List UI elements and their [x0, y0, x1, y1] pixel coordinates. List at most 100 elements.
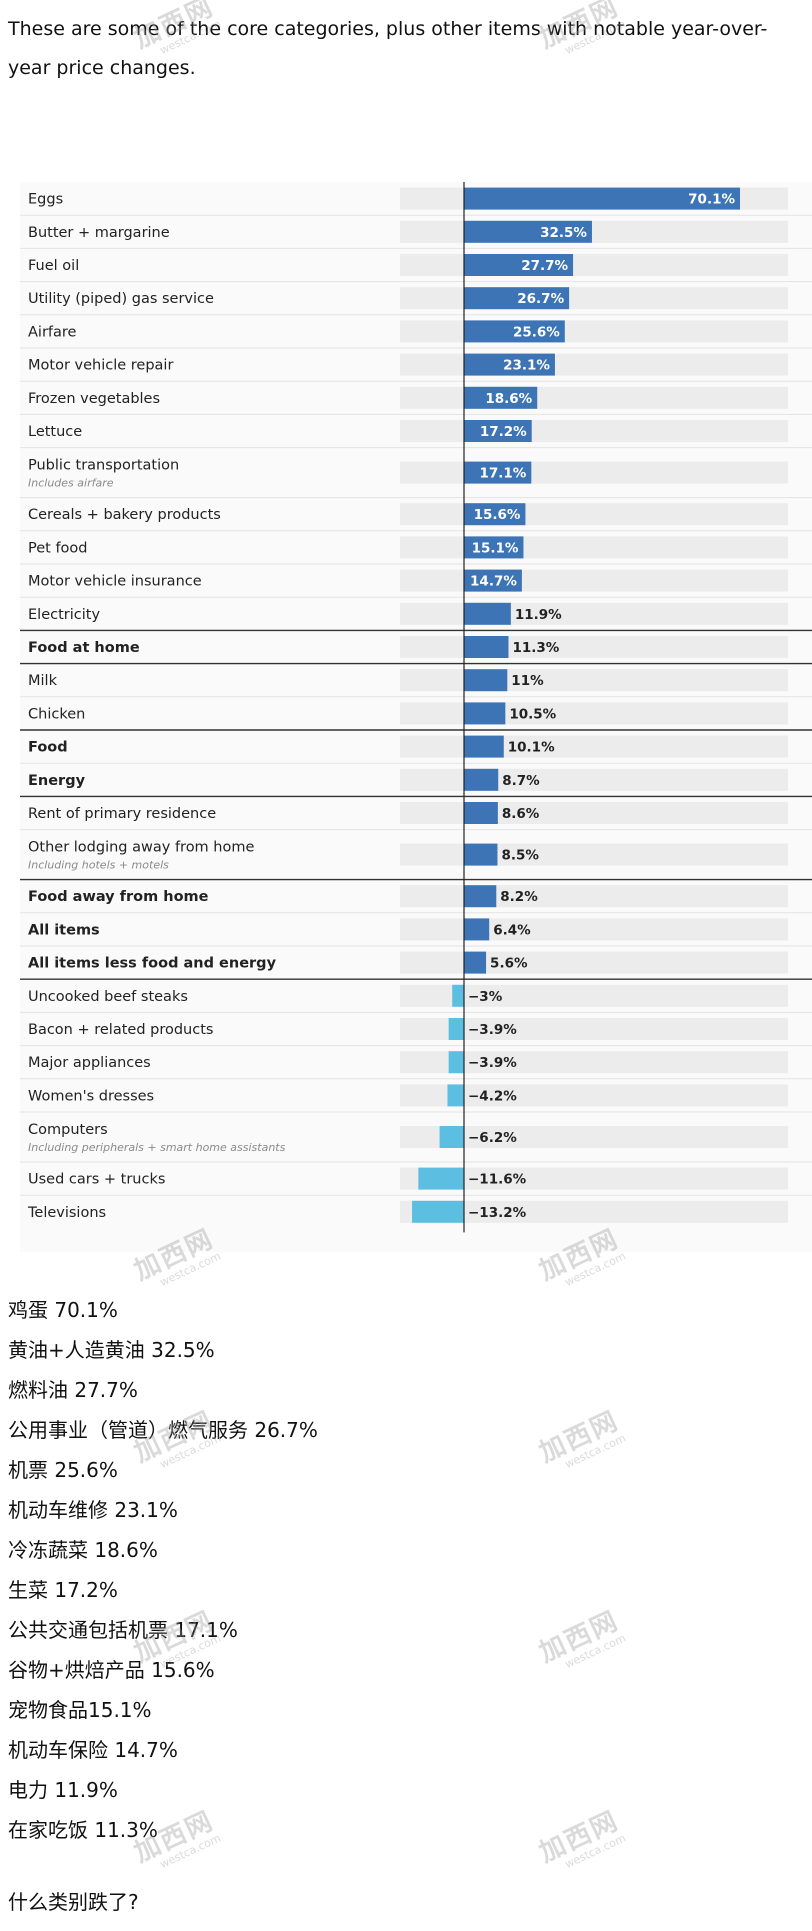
- category-label: Rent of primary residence: [28, 806, 216, 822]
- value-label: −3.9%: [468, 1055, 517, 1071]
- bar-track: [400, 918, 788, 941]
- bar-track: [400, 420, 788, 442]
- value-label: 14.7%: [470, 574, 517, 590]
- value-label: 6.4%: [493, 922, 531, 938]
- data-bar: [464, 636, 509, 658]
- bar-track: [400, 461, 788, 484]
- bar-track: [400, 802, 788, 824]
- price-change-chart: Eggs 70.1% Butter + margarine 32.5% Fuel oil…: [20, 182, 812, 1252]
- bar-track: [400, 220, 788, 243]
- value-label: 15.6%: [474, 507, 521, 523]
- data-bar: [418, 1167, 464, 1190]
- data-bar: [448, 1018, 464, 1040]
- bar-track: [400, 885, 788, 908]
- translation-line: 黄油+人造黄油 32.5%: [8, 1338, 215, 1362]
- data-bar: [452, 984, 464, 1007]
- data-bar: [412, 1200, 464, 1223]
- intro-paragraph: These are some of the core categories, p…: [8, 18, 768, 79]
- translation-line: 谷物+烘焙产品 15.6%: [8, 1658, 215, 1682]
- value-label: 23.1%: [503, 358, 550, 374]
- bar-track: [400, 1126, 788, 1148]
- translation-line: 鸡蛋 70.1%: [8, 1298, 118, 1322]
- bar-track: [400, 1018, 788, 1040]
- bar-track: [400, 287, 788, 310]
- bar-track: [400, 1200, 788, 1223]
- category-note: Including hotels + motels: [28, 859, 169, 872]
- value-label: 18.6%: [485, 391, 532, 407]
- value-label: 8.6%: [502, 806, 540, 822]
- category-label: Major appliances: [28, 1055, 151, 1071]
- bar-track: [400, 669, 788, 692]
- data-bar: [464, 536, 524, 559]
- bar-track: [400, 843, 788, 866]
- data-bar: [464, 287, 570, 310]
- data-bar: [464, 386, 538, 409]
- bar-track: [400, 984, 788, 1007]
- category-label: Milk: [28, 673, 58, 689]
- category-label: Women's dresses: [28, 1088, 154, 1104]
- value-label: 5.6%: [490, 956, 528, 972]
- data-bar: [464, 220, 592, 243]
- category-label: Used cars + trucks: [28, 1172, 165, 1188]
- bar-track: [400, 503, 788, 526]
- question-heading: 什么类别跌了?: [8, 1890, 139, 1914]
- value-label: −4.2%: [468, 1088, 517, 1104]
- translation-line: 公共交通包括机票 17.1%: [8, 1618, 238, 1642]
- category-label: Food at home: [28, 640, 140, 656]
- value-label: 15.1%: [472, 540, 519, 556]
- translation-line: 燃料油 27.7%: [8, 1378, 138, 1402]
- bar-track: [400, 702, 788, 725]
- bar-track: [400, 636, 788, 658]
- category-label: Energy: [28, 773, 86, 789]
- data-bar: [464, 843, 498, 866]
- bar-track: [400, 951, 788, 974]
- data-bar: [464, 503, 526, 526]
- translation-line: 电力 11.9%: [8, 1778, 118, 1802]
- translation-line: 冷冻蔬菜 18.6%: [8, 1538, 158, 1562]
- bar-chart-svg: Eggs 70.1% Butter + margarine 32.5% Fuel oil…: [20, 182, 812, 1233]
- category-label: Motor vehicle insurance: [28, 574, 202, 590]
- category-label: Fuel oil: [28, 258, 79, 274]
- category-label: Cereals + bakery products: [28, 507, 221, 523]
- category-label: Lettuce: [28, 424, 82, 440]
- value-label: −13.2%: [468, 1205, 527, 1221]
- category-label: Electricity: [28, 607, 100, 623]
- data-bar: [439, 1126, 464, 1148]
- translation-line: 公用事业（管道）燃气服务 26.7%: [8, 1418, 318, 1442]
- value-label: 11%: [511, 673, 544, 689]
- bar-track: [400, 536, 788, 559]
- value-label: 11.9%: [515, 607, 562, 623]
- chinese-translation-list: 鸡蛋 70.1% 黄油+人造黄油 32.5% 燃料油 27.7% 公用事业（管道）燃气…: [8, 1290, 798, 1850]
- category-label: Butter + margarine: [28, 225, 170, 241]
- category-label: Motor vehicle repair: [28, 358, 173, 374]
- translation-line: 宠物食品15.1%: [8, 1698, 152, 1722]
- bar-track: [400, 1051, 788, 1074]
- bar-track: [400, 735, 788, 758]
- data-bar: [464, 951, 487, 974]
- data-bar: [447, 1084, 464, 1107]
- value-label: 10.5%: [509, 706, 556, 722]
- category-label: Food away from home: [28, 889, 209, 905]
- value-label: −11.6%: [468, 1172, 527, 1188]
- category-label: Chicken: [28, 706, 85, 722]
- value-label: 10.1%: [508, 740, 555, 756]
- category-label: Televisions: [27, 1205, 106, 1221]
- value-label: 27.7%: [521, 258, 568, 274]
- data-bar: [464, 320, 565, 343]
- data-bar: [464, 669, 508, 692]
- category-label: Pet food: [28, 540, 88, 556]
- data-bar: [464, 702, 506, 725]
- category-label: Uncooked beef steaks: [28, 989, 188, 1005]
- category-label: Eggs: [28, 192, 63, 208]
- value-label: 17.1%: [479, 466, 526, 482]
- data-bar: [464, 254, 574, 276]
- category-label: Food: [28, 740, 68, 756]
- category-note: Includes airfare: [28, 477, 114, 490]
- value-label: 11.3%: [512, 640, 559, 656]
- bar-track: [400, 254, 788, 276]
- data-bar: [464, 602, 511, 625]
- value-label: 17.2%: [480, 424, 527, 440]
- category-label: Public transportation: [28, 458, 179, 474]
- bar-track: [400, 386, 788, 409]
- data-bar: [464, 735, 504, 758]
